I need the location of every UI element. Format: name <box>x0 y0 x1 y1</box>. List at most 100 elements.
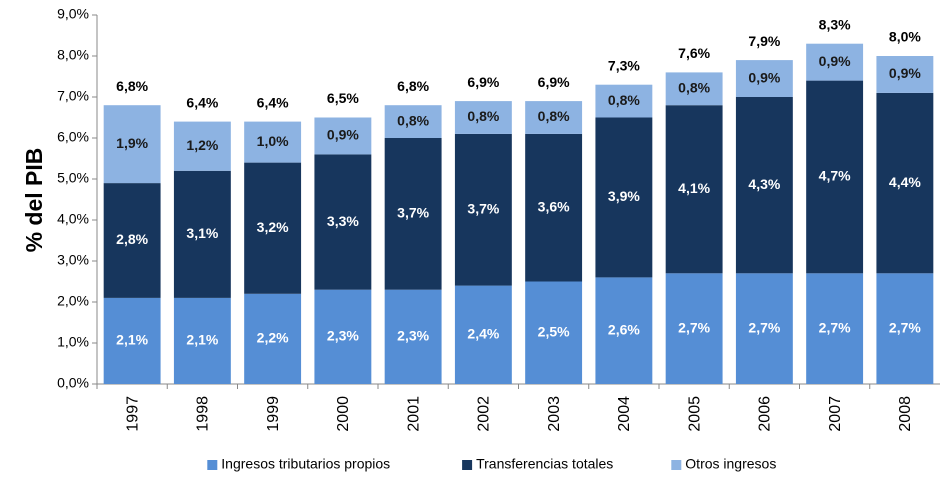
data-label: 1,0% <box>257 133 289 149</box>
x-tick-label: 2003 <box>546 396 563 432</box>
data-label: 2,3% <box>327 328 359 344</box>
data-label: 1,9% <box>116 135 148 151</box>
total-label: 6,4% <box>257 94 289 110</box>
bar-segment <box>735 97 793 274</box>
data-label: 2,8% <box>116 231 148 247</box>
bar-segment <box>103 105 161 184</box>
data-label: 0,9% <box>889 65 921 81</box>
y-tick-label: 0,0% <box>57 375 89 391</box>
bar-segment <box>454 133 512 286</box>
data-label: 3,3% <box>327 213 359 229</box>
data-label: 4,7% <box>819 168 851 184</box>
bar-segment <box>876 92 934 274</box>
data-label: 0,8% <box>608 92 640 108</box>
x-tick-label: 2008 <box>897 396 914 432</box>
data-label: 0,8% <box>538 108 570 124</box>
x-tick-label: 2001 <box>405 396 422 432</box>
data-label: 2,1% <box>116 332 148 348</box>
bar-segment <box>314 289 372 384</box>
bar-segment <box>665 72 723 106</box>
y-tick-label: 7,0% <box>57 88 89 104</box>
data-label: 2,1% <box>186 332 218 348</box>
bar-segment <box>244 121 302 163</box>
total-label: 6,4% <box>186 94 218 110</box>
bar-segment <box>173 297 231 384</box>
data-label: 2,7% <box>819 319 851 335</box>
data-label: 0,9% <box>748 69 780 85</box>
data-label: 4,4% <box>889 174 921 190</box>
x-tick-label: 1998 <box>195 396 212 432</box>
data-label: 3,6% <box>538 198 570 214</box>
y-tick-label: 6,0% <box>57 129 89 145</box>
bar-segment <box>103 183 161 298</box>
y-tick-label: 1,0% <box>57 334 89 350</box>
total-label: 6,8% <box>116 78 148 94</box>
total-label: 6,9% <box>467 74 499 90</box>
bar-segment <box>806 43 864 81</box>
data-label: 0,9% <box>819 53 851 69</box>
bar-segment <box>595 277 653 384</box>
x-tick-label: 2006 <box>757 396 774 432</box>
data-label: 0,9% <box>327 127 359 143</box>
bar-segment <box>173 121 231 171</box>
bar-segment <box>525 101 583 134</box>
data-label: 0,8% <box>397 112 429 128</box>
data-label: 4,3% <box>748 176 780 192</box>
bar-segment <box>314 154 372 290</box>
data-label: 2,5% <box>538 323 570 339</box>
bar-segment <box>384 289 442 384</box>
bar-segment <box>173 170 231 298</box>
bar-segment <box>595 117 653 278</box>
bar-segment <box>314 117 372 155</box>
data-label: 3,1% <box>186 225 218 241</box>
legend-swatch <box>671 460 682 470</box>
bar-segment <box>806 80 864 274</box>
data-label: 2,7% <box>678 319 710 335</box>
x-tick-label: 2007 <box>827 396 844 432</box>
data-label: 1,2% <box>186 137 218 153</box>
total-label: 8,0% <box>889 29 921 45</box>
bar-segment <box>595 84 653 118</box>
bar-segment <box>665 105 723 274</box>
x-tick-label: 1997 <box>124 396 141 432</box>
bar-segment <box>103 297 161 384</box>
y-tick-label: 8,0% <box>57 47 89 63</box>
legend-label: Transferencias totales <box>476 456 613 472</box>
bar-segment <box>665 273 723 384</box>
bar-segment <box>454 101 512 134</box>
data-label: 3,2% <box>257 219 289 235</box>
y-tick-label: 2,0% <box>57 293 89 309</box>
data-label: 2,6% <box>608 321 640 337</box>
data-label: 2,4% <box>467 326 499 342</box>
x-tick-label: 2000 <box>335 396 352 432</box>
bar-segment <box>244 293 302 384</box>
legend-swatch <box>462 460 473 470</box>
bar-segment <box>806 273 864 384</box>
total-label: 7,6% <box>678 45 710 61</box>
total-label: 7,9% <box>748 33 780 49</box>
x-tick-label: 2005 <box>686 396 703 432</box>
x-tick-label: 2004 <box>616 396 633 432</box>
legend-label: Otros ingresos <box>685 456 776 472</box>
total-label: 7,3% <box>608 57 640 73</box>
x-tick-label: 2002 <box>476 396 493 432</box>
total-label: 8,3% <box>819 16 851 32</box>
bar-segment <box>735 60 793 97</box>
data-label: 2,3% <box>397 328 429 344</box>
bar-segment <box>525 281 583 384</box>
data-label: 2,7% <box>748 319 780 335</box>
data-label: 2,7% <box>889 319 921 335</box>
legend-label: Ingresos tributarios propios <box>221 456 390 472</box>
data-label: 3,9% <box>608 188 640 204</box>
data-label: 3,7% <box>397 205 429 221</box>
bar-segment <box>244 162 302 294</box>
y-tick-label: 9,0% <box>57 6 89 22</box>
data-label: 2,2% <box>257 330 289 346</box>
bar-segment <box>735 273 793 384</box>
bar-segment <box>384 138 442 290</box>
legend-swatch <box>207 460 218 470</box>
bar-segment <box>876 273 934 384</box>
total-label: 6,9% <box>538 74 570 90</box>
x-tick-label: 1999 <box>265 396 282 432</box>
total-label: 6,8% <box>397 78 429 94</box>
